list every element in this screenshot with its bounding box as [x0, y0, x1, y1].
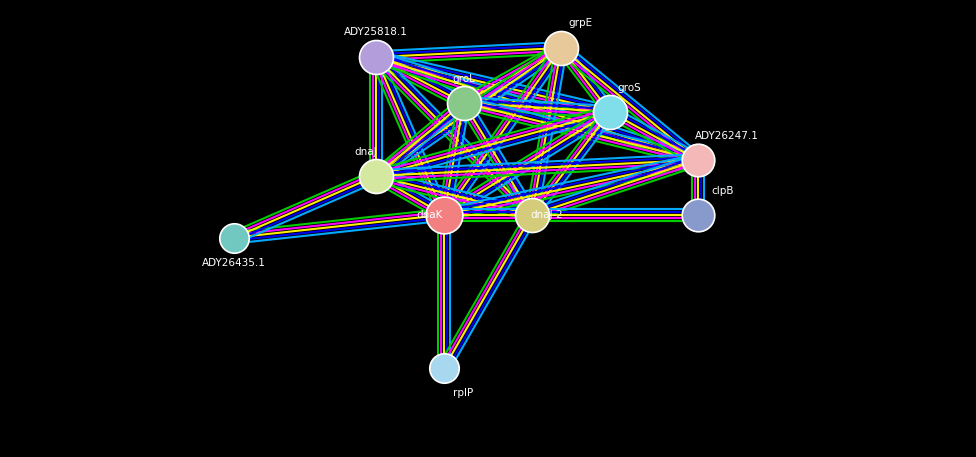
- Point: [690, 156, 706, 164]
- Text: ADY26247.1: ADY26247.1: [695, 131, 759, 141]
- Text: rplP: rplP: [454, 388, 473, 398]
- Point: [436, 364, 452, 372]
- Point: [553, 44, 569, 52]
- Point: [368, 172, 384, 180]
- Point: [226, 234, 242, 241]
- Text: groS: groS: [618, 83, 641, 93]
- Text: clpB: clpB: [711, 186, 734, 196]
- Text: ADY26435.1: ADY26435.1: [202, 258, 266, 268]
- Point: [524, 211, 540, 218]
- Text: dnaJ: dnaJ: [354, 147, 378, 157]
- Text: dnaK: dnaK: [416, 210, 443, 220]
- Text: ADY25818.1: ADY25818.1: [344, 27, 408, 37]
- Point: [602, 108, 618, 116]
- Text: dnaJ-2: dnaJ-2: [530, 210, 563, 220]
- Text: grpE: grpE: [569, 18, 592, 28]
- Point: [436, 211, 452, 218]
- Point: [368, 53, 384, 61]
- Point: [456, 99, 471, 106]
- Point: [690, 211, 706, 218]
- Text: groL: groL: [452, 74, 475, 84]
